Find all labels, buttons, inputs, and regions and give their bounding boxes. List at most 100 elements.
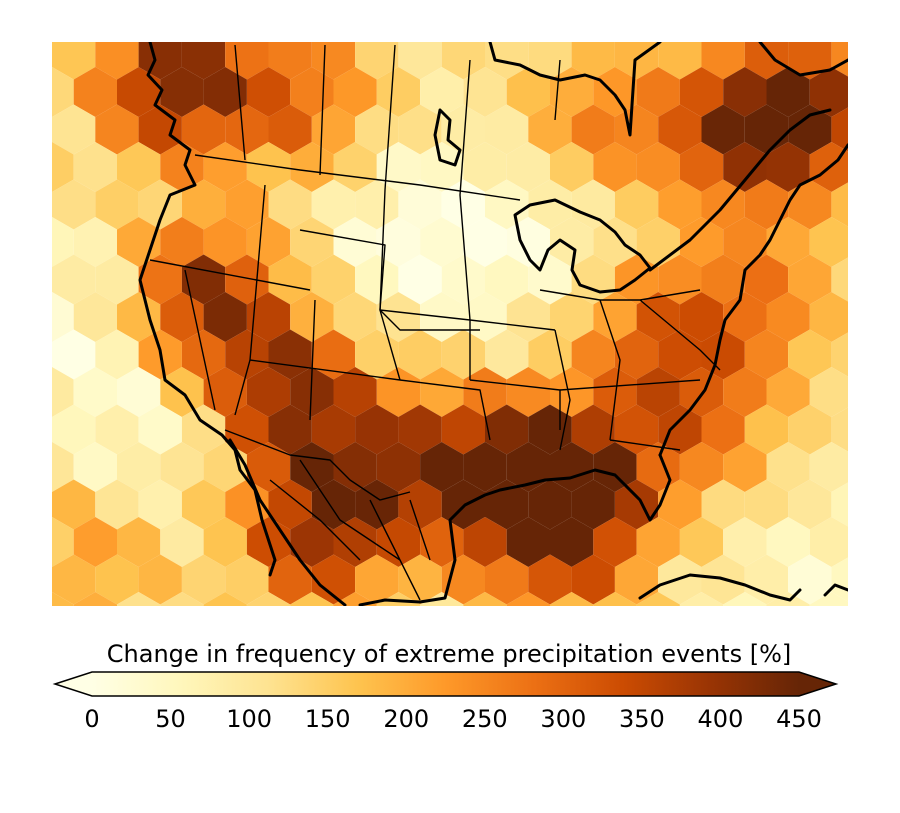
hex-cell xyxy=(333,292,377,342)
hex-cell xyxy=(376,367,421,417)
hex-cell xyxy=(788,404,832,455)
hex-cell xyxy=(506,292,550,342)
hex-cell xyxy=(658,404,702,455)
hex-cell xyxy=(528,329,572,380)
hex-cell xyxy=(463,517,507,567)
hex-cell xyxy=(485,404,529,455)
hex-cell xyxy=(268,104,312,155)
hex-cell xyxy=(73,442,117,492)
hex-cell xyxy=(73,142,117,192)
hex-cell xyxy=(138,254,182,305)
hex-cell xyxy=(9,480,52,530)
hex-cell xyxy=(9,405,52,455)
hex-cell xyxy=(831,557,848,602)
hex-cell xyxy=(333,217,377,267)
hex-cell xyxy=(203,67,247,117)
hex-cell xyxy=(355,179,399,230)
hex-cell xyxy=(571,404,615,455)
hex-cell xyxy=(52,67,74,117)
hex-cell xyxy=(268,179,312,230)
hex-cell xyxy=(506,67,550,117)
hex-cell xyxy=(593,0,636,42)
hex-cell xyxy=(246,67,291,117)
hex-cell xyxy=(398,254,442,305)
hex-cell xyxy=(74,0,117,42)
hex-cell xyxy=(420,367,464,417)
hex-cell xyxy=(268,254,312,305)
hex-cell xyxy=(571,179,615,230)
colorbar-tick-label: 150 xyxy=(305,705,351,733)
hex-cell xyxy=(571,329,615,380)
hex-cell xyxy=(853,442,896,492)
hex-cell xyxy=(0,217,30,267)
hex-cell xyxy=(290,517,334,567)
hex-cell xyxy=(658,42,702,80)
baja-coastline xyxy=(228,438,347,606)
hex-cell xyxy=(160,442,204,492)
hex-cell xyxy=(138,479,182,530)
hex-cell xyxy=(52,592,74,606)
st-lawrence-coastline xyxy=(648,108,832,272)
hex-cell xyxy=(506,592,550,606)
hex-cell xyxy=(181,554,226,605)
border-us-mexico xyxy=(224,429,411,501)
hex-cell xyxy=(723,0,766,42)
hex-cell xyxy=(701,479,745,530)
hex-cell xyxy=(593,142,637,192)
hex-cell xyxy=(225,554,269,605)
hex-cell xyxy=(333,517,377,567)
hex-cell xyxy=(809,442,848,492)
hex-cell xyxy=(809,67,848,117)
hex-cell xyxy=(441,329,485,380)
hex-cell xyxy=(550,142,594,192)
hex-cell xyxy=(463,442,507,492)
hex-cell xyxy=(571,104,615,155)
hex-cell xyxy=(95,104,139,155)
colorbar-outline xyxy=(52,671,839,697)
hex-cell xyxy=(203,592,247,606)
hex-cell xyxy=(117,292,161,342)
hex-cell xyxy=(809,592,848,606)
hex-cell xyxy=(225,179,269,230)
hex-cell xyxy=(593,592,637,606)
hex-cell xyxy=(680,0,723,42)
colorbar-tick-label: 200 xyxy=(383,705,429,733)
hex-cell xyxy=(485,42,529,80)
hex-cell xyxy=(398,104,442,155)
hex-cell xyxy=(311,42,356,80)
hex-cell xyxy=(550,217,594,267)
hex-cell xyxy=(658,179,702,230)
hex-cell xyxy=(73,367,117,417)
hex-cell xyxy=(420,442,464,492)
hex-cell xyxy=(679,517,724,567)
hex-cell xyxy=(117,517,161,567)
hex-cell xyxy=(0,292,30,342)
hex-cell xyxy=(506,142,550,192)
hex-cell xyxy=(246,367,291,417)
hex-cell xyxy=(181,254,226,305)
hex-cell xyxy=(420,217,464,267)
hex-cell xyxy=(181,179,226,230)
colorbar-tick-label: 400 xyxy=(698,705,744,733)
hex-cell xyxy=(0,442,30,492)
hex-cell xyxy=(398,179,442,230)
hex-cell xyxy=(355,404,399,455)
hex-cell xyxy=(52,179,96,230)
hex-cell xyxy=(95,554,139,605)
great-lakes-outline xyxy=(513,198,652,294)
hex-cell xyxy=(117,0,160,42)
island-coastline xyxy=(433,108,462,167)
hex-cell xyxy=(333,67,377,117)
hex-cell xyxy=(333,367,377,417)
hex-cell xyxy=(788,254,832,305)
hex-cell xyxy=(767,0,810,42)
east-coastline xyxy=(658,143,848,457)
hex-cell xyxy=(744,179,789,230)
border-us-states-east xyxy=(539,289,721,451)
hex-cell xyxy=(528,42,572,80)
hex-cell xyxy=(52,554,96,605)
hex-cell xyxy=(160,517,204,567)
hex-cell xyxy=(138,404,182,455)
hex-cell xyxy=(311,404,356,455)
